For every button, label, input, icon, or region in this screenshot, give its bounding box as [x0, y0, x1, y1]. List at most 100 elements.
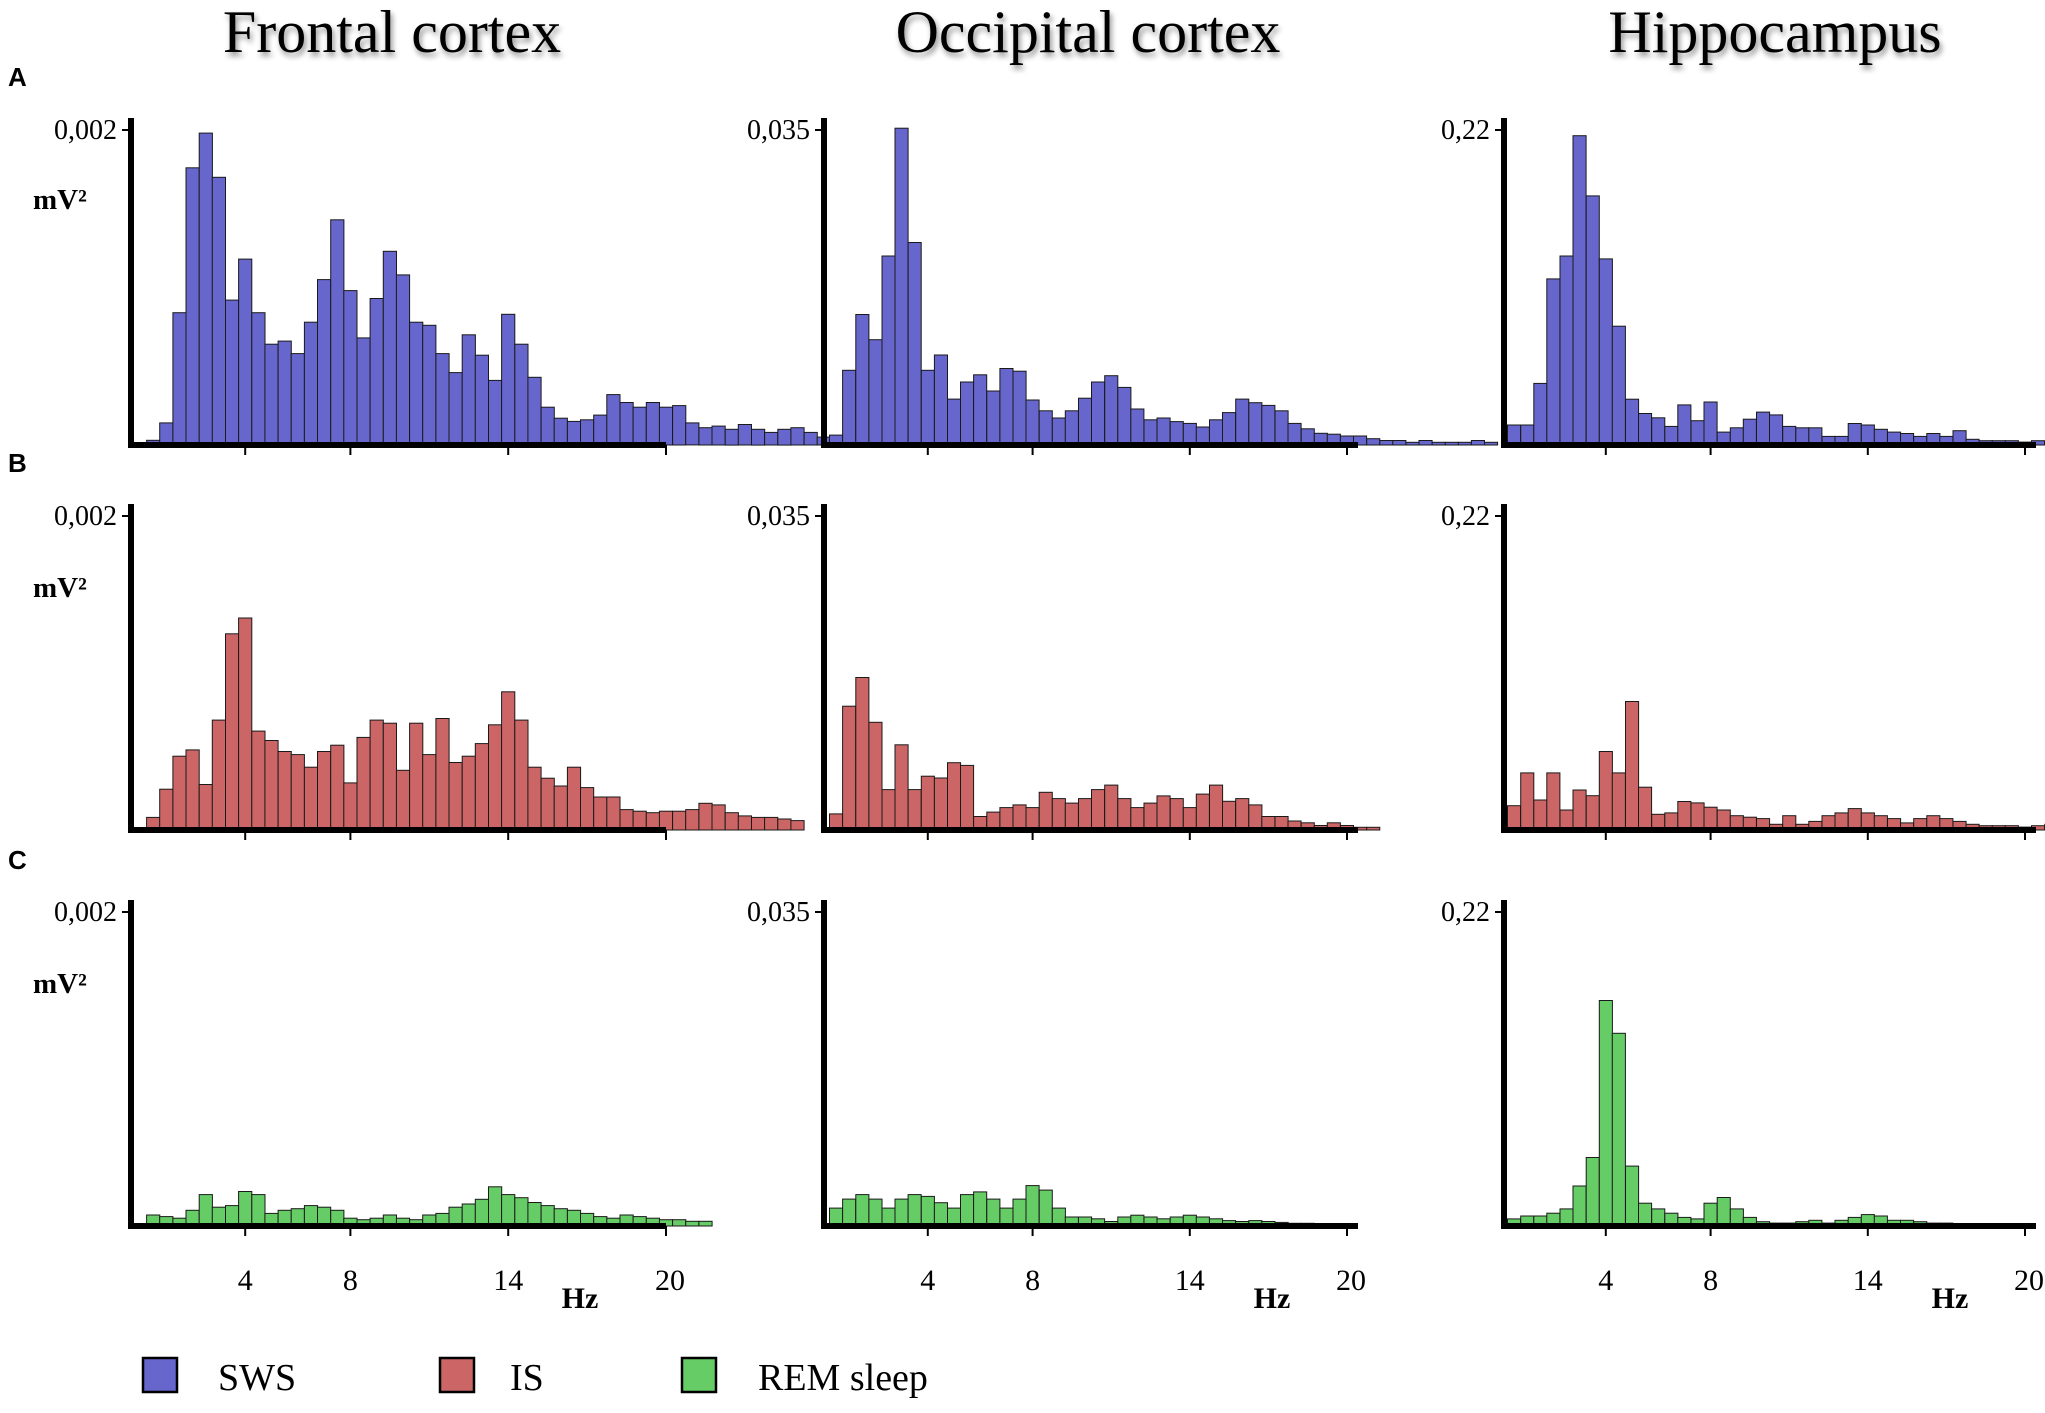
- bar-b-occipital-cortex-4: [881, 789, 896, 831]
- x-tick-label-14: 14: [1175, 1264, 1205, 1297]
- bar-b-occipital-cortex-29: [1209, 784, 1224, 831]
- bar-b-frontal-cortex-34: [593, 796, 608, 831]
- bar-a-occipital-cortex-14: [1012, 370, 1027, 446]
- bar-b-frontal-cortex-3: [185, 749, 200, 831]
- bar-a-frontal-cortex-13: [317, 279, 332, 446]
- bar-b-frontal-cortex-10: [277, 751, 292, 831]
- y-unit-label-a: mV²: [33, 184, 87, 216]
- bar-c-frontal-cortex-30: [540, 1205, 555, 1227]
- bar-a-frontal-cortex-14: [330, 219, 345, 446]
- y-max-label: 0,035: [747, 897, 810, 928]
- bar-a-hippocampus-4: [1559, 255, 1574, 446]
- bar-b-frontal-cortex-8: [251, 730, 266, 831]
- bar-b-occipital-cortex-18: [1064, 802, 1079, 831]
- bar-b-frontal-cortex-26: [488, 724, 503, 831]
- bar-b-occipital-cortex-13: [999, 807, 1014, 831]
- bar-a-occipital-cortex-5: [894, 127, 909, 446]
- bar-b-occipital-cortex-22: [1117, 798, 1132, 831]
- bar-c-occipital-cortex-16: [1038, 1189, 1053, 1227]
- bar-a-hippocampus-15: [1703, 401, 1718, 446]
- bar-c-frontal-cortex-12: [303, 1205, 319, 1227]
- bar-a-frontal-cortex-42: [698, 427, 713, 446]
- x-tick-label-20: 20: [655, 1264, 685, 1297]
- bar-a-frontal-cortex-12: [303, 321, 319, 446]
- bar-a-occipital-cortex-22: [1117, 386, 1132, 446]
- bar-b-frontal-cortex-24: [461, 755, 476, 831]
- bar-a-frontal-cortex-3: [185, 167, 200, 446]
- bar-b-hippocampus-0: [1507, 805, 1522, 831]
- panel-b-hippocampus: 0,22: [1441, 501, 2045, 840]
- bar-b-frontal-cortex-17: [369, 719, 384, 831]
- x-tick-label-8: 8: [1025, 1264, 1040, 1297]
- bar-c-occipital-cortex-10: [960, 1194, 975, 1227]
- bar-c-hippocampus-15: [1703, 1202, 1718, 1227]
- column-title-frontal: Frontal cortex: [223, 0, 561, 65]
- bar-a-occipital-cortex-24: [1143, 419, 1158, 446]
- bar-a-occipital-cortex-19: [1078, 397, 1093, 446]
- bar-b-hippocampus-13: [1677, 801, 1692, 831]
- bar-a-frontal-cortex-2: [172, 312, 187, 446]
- bar-a-occipital-cortex-46: [1431, 441, 1446, 446]
- bar-b-occipital-cortex-32: [1248, 804, 1263, 831]
- bar-a-frontal-cortex-47: [764, 431, 779, 446]
- y-max-label: 0,22: [1441, 501, 1490, 532]
- bar-b-frontal-cortex-43: [711, 804, 726, 831]
- bar-b-hippocampus-3: [1546, 772, 1561, 831]
- bar-b-occipital-cortex-8: [933, 777, 949, 831]
- bar-b-occipital-cortex-24: [1143, 802, 1158, 831]
- bar-b-hippocampus-7: [1598, 751, 1613, 831]
- bar-b-hippocampus-9: [1625, 701, 1640, 831]
- bar-a-occipital-cortex-50: [1484, 441, 1499, 446]
- bar-b-occipital-cortex-28: [1195, 793, 1210, 831]
- bar-b-frontal-cortex-36: [619, 809, 634, 831]
- bar-c-frontal-cortex-7: [238, 1191, 253, 1227]
- bar-b-occipital-cortex-27: [1182, 807, 1197, 831]
- bar-a-occipital-cortex-23: [1130, 408, 1145, 446]
- panel-a-frontal-cortex: 0,002: [54, 115, 831, 455]
- bar-b-occipital-cortex-20: [1091, 789, 1106, 831]
- bar-a-frontal-cortex-45: [737, 424, 752, 446]
- x-tick-label-14: 14: [493, 1264, 523, 1297]
- bar-c-hippocampus-10: [1638, 1202, 1653, 1227]
- bar-a-occipital-cortex-6: [907, 242, 922, 446]
- y-unit-label-c: mV²: [33, 968, 87, 1000]
- bar-b-frontal-cortex-47: [764, 816, 779, 831]
- bar-a-occipital-cortex-32: [1248, 402, 1263, 446]
- bar-c-occipital-cortex-7: [920, 1195, 935, 1227]
- legend-swatch-sws: [141, 1356, 179, 1394]
- bar-c-occipital-cortex-8: [933, 1202, 949, 1227]
- bar-b-frontal-cortex-29: [527, 766, 542, 831]
- bar-b-frontal-cortex-45: [737, 815, 752, 831]
- bar-c-frontal-cortex-40: [672, 1219, 687, 1227]
- bar-b-occipital-cortex-25: [1156, 795, 1171, 831]
- bar-a-occipital-cortex-42: [1379, 440, 1394, 446]
- bar-a-frontal-cortex-36: [619, 402, 634, 446]
- bar-a-hippocampus-2: [1533, 382, 1548, 446]
- bar-c-frontal-cortex-8: [251, 1194, 266, 1227]
- bar-a-frontal-cortex-48: [777, 428, 792, 446]
- bar-a-frontal-cortex-34: [593, 414, 608, 446]
- column-title-hippocampus: Hippocampus: [1608, 0, 1941, 65]
- bar-a-occipital-cortex-15: [1025, 399, 1040, 446]
- bar-a-occipital-cortex-29: [1209, 419, 1224, 446]
- bar-b-frontal-cortex-18: [382, 722, 397, 831]
- bar-a-frontal-cortex-25: [474, 354, 489, 446]
- bar-b-occipital-cortex-23: [1130, 807, 1145, 831]
- bar-b-hippocampus-5: [1572, 789, 1587, 831]
- bar-b-frontal-cortex-33: [580, 787, 595, 831]
- bar-b-frontal-cortex-32: [566, 766, 582, 831]
- bar-c-frontal-cortex-29: [527, 1202, 542, 1227]
- bar-a-frontal-cortex-46: [751, 428, 766, 446]
- bar-a-occipital-cortex-26: [1169, 421, 1184, 446]
- bar-a-occipital-cortex-9: [947, 398, 962, 446]
- bar-a-occipital-cortex-18: [1064, 410, 1079, 446]
- y-max-label: 0,035: [747, 115, 810, 146]
- bar-a-occipital-cortex-25: [1156, 417, 1171, 446]
- bar-a-frontal-cortex-24: [461, 334, 476, 446]
- bar-c-frontal-cortex-25: [474, 1198, 489, 1227]
- bar-b-frontal-cortex-13: [317, 751, 332, 831]
- bar-a-frontal-cortex-10: [277, 340, 292, 446]
- row-label-b: B: [8, 448, 27, 478]
- y-max-label: 0,035: [747, 501, 810, 532]
- bar-a-frontal-cortex-8: [251, 312, 266, 446]
